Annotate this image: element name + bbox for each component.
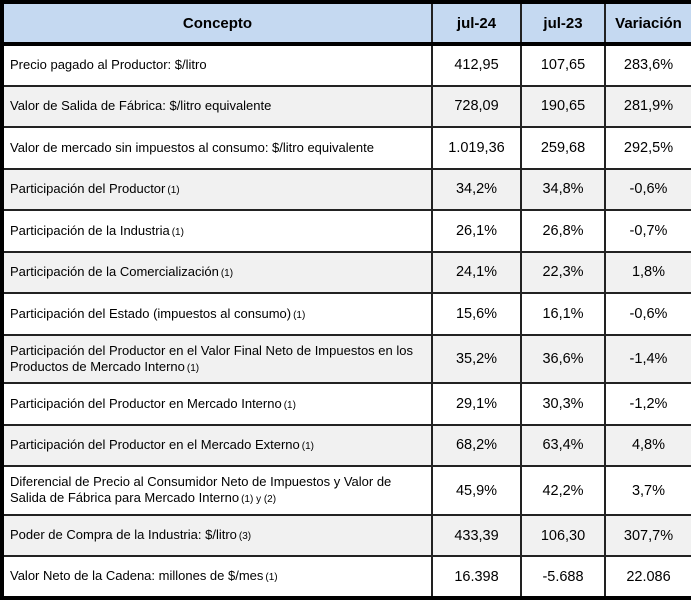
concepto-cell: Participación del Productor (1) — [1, 167, 433, 212]
variacion-cell: 283,6% — [604, 43, 691, 87]
concepto-label: Participación del Productor en Mercado I… — [10, 395, 282, 411]
footnote-ref: (1) — [167, 185, 180, 197]
jul23-cell: 190,65 — [520, 84, 606, 129]
jul24-cell: 1.019,36 — [431, 126, 522, 170]
concepto-cell: Participación del Estado (impuestos al c… — [1, 292, 433, 336]
variacion-cell: -1,4% — [604, 333, 691, 385]
jul24-cell: 15,6% — [431, 292, 522, 336]
variacion-cell: 281,9% — [604, 84, 691, 129]
concepto-cell: Valor Neto de la Cadena: millones de $/m… — [1, 555, 433, 599]
footnote-ref: (1) — [283, 399, 296, 411]
variacion-cell: -0,7% — [604, 209, 691, 253]
variacion-cell: 292,5% — [604, 126, 691, 170]
jul23-cell: 26,8% — [520, 209, 606, 253]
column-header-jul23: jul-23 — [520, 1, 606, 46]
footnote-ref: (1) — [220, 268, 234, 280]
variacion-cell: -1,2% — [604, 382, 691, 426]
concepto-cell: Valor de Salida de Fábrica: $/litro equi… — [1, 84, 433, 129]
footnote-ref: (1) — [293, 309, 306, 321]
jul24-cell: 26,1% — [431, 209, 522, 253]
concepto-label: Participación del Productor en el Mercad… — [10, 437, 300, 453]
footnote-ref: (1) — [171, 226, 184, 238]
jul24-cell: 412,95 — [431, 43, 522, 87]
jul24-cell: 35,2% — [431, 333, 522, 385]
jul23-cell: 22,3% — [520, 250, 606, 295]
concepto-label: Poder de Compra de la Industria: $/litro — [10, 527, 237, 543]
footnote-ref: (1) — [301, 441, 314, 453]
jul23-cell: 36,6% — [520, 333, 606, 385]
variacion-cell: 4,8% — [604, 423, 691, 468]
table-row: Participación de la Comercialización (1) … — [1, 250, 691, 295]
jul23-cell: 107,65 — [520, 43, 606, 87]
table-row: Poder de Compra de la Industria: $/litro… — [1, 513, 691, 558]
table-row: Participación del Productor en el Valor … — [1, 333, 691, 385]
table-row: Participación del Estado (impuestos al c… — [1, 292, 691, 336]
jul24-cell: 433,39 — [431, 513, 522, 558]
concepto-label: Diferencial de Precio al Consumidor Neto… — [10, 474, 392, 506]
concepto-label: Participación del Productor — [10, 181, 166, 197]
table-row: Diferencial de Precio al Consumidor Neto… — [1, 465, 691, 516]
jul24-cell: 68,2% — [431, 423, 522, 468]
concepto-cell: Participación de la Comercialización (1) — [1, 250, 433, 295]
concepto-cell: Poder de Compra de la Industria: $/litro… — [1, 513, 433, 558]
concepto-cell: Participación de la Industria (1) — [1, 209, 433, 253]
header-row: Concepto jul-24 jul-23 Variación — [1, 1, 691, 46]
footnote-ref: (1) — [265, 572, 278, 584]
column-header-concepto: Concepto — [1, 1, 433, 46]
concepto-cell: Precio pagado al Productor: $/litro — [1, 43, 433, 87]
concepto-label: Participación de la Industria — [10, 222, 170, 238]
variacion-cell: 307,7% — [604, 513, 691, 558]
column-header-jul24: jul-24 — [431, 1, 522, 46]
concepto-cell: Participación del Productor en Mercado I… — [1, 382, 433, 426]
jul24-cell: 728,09 — [431, 84, 522, 129]
jul24-cell: 45,9% — [431, 465, 522, 516]
jul24-cell: 34,2% — [431, 167, 522, 212]
variacion-cell: -0,6% — [604, 292, 691, 336]
concepto-label: Participación del Productor en el Valor … — [10, 342, 413, 374]
jul23-cell: 106,30 — [520, 513, 606, 558]
concepto-label: Valor Neto de la Cadena: millones de $/m… — [10, 568, 264, 584]
column-header-variacion: Variación — [604, 1, 691, 46]
concepto-cell: Participación del Productor en el Valor … — [1, 333, 433, 385]
table-row: Valor Neto de la Cadena: millones de $/m… — [1, 555, 691, 599]
jul23-cell: 16,1% — [520, 292, 606, 336]
footnote-ref: (1) — [186, 362, 200, 374]
table-row: Valor de Salida de Fábrica: $/litro equi… — [1, 84, 691, 129]
jul23-cell: 30,3% — [520, 382, 606, 426]
jul24-cell: 29,1% — [431, 382, 522, 426]
table-row: Participación de la Industria (1) 26,1% 2… — [1, 209, 691, 253]
variacion-cell: 3,7% — [604, 465, 691, 516]
concepto-label: Participación de la Comercialización — [10, 264, 219, 280]
table-row: Participación del Productor en el Mercad… — [1, 423, 691, 468]
footnote-ref: (3) — [238, 531, 252, 543]
table-row: Participación del Productor en Mercado I… — [1, 382, 691, 426]
table-row: Valor de mercado sin impuestos al consum… — [1, 126, 691, 170]
concepto-cell: Valor de mercado sin impuestos al consum… — [1, 126, 433, 170]
variacion-cell: 22.086 — [604, 555, 691, 599]
variacion-cell: 1,8% — [604, 250, 691, 295]
concepto-label: Participación del Estado (impuestos al c… — [10, 305, 292, 321]
table-row: Precio pagado al Productor: $/litro 412,… — [1, 43, 691, 87]
variacion-cell: -0,6% — [604, 167, 691, 212]
concepto-label: Precio pagado al Productor: $/litro — [10, 57, 207, 72]
jul23-cell: 63,4% — [520, 423, 606, 468]
jul24-cell: 24,1% — [431, 250, 522, 295]
footnote-ref: (1) y (2) — [241, 494, 277, 506]
concepto-label: Valor de mercado sin impuestos al consum… — [10, 139, 374, 155]
concepto-label: Valor de Salida de Fábrica: $/litro equi… — [10, 98, 272, 114]
jul23-cell: -5.688 — [520, 555, 606, 599]
concepto-cell: Diferencial de Precio al Consumidor Neto… — [1, 465, 433, 516]
concepto-cell: Participación del Productor en el Mercad… — [1, 423, 433, 468]
jul23-cell: 34,8% — [520, 167, 606, 212]
table-row: Participación del Productor (1) 34,2% 34,… — [1, 167, 691, 212]
jul24-cell: 16.398 — [431, 555, 522, 599]
jul23-cell: 42,2% — [520, 465, 606, 516]
jul23-cell: 259,68 — [520, 126, 606, 170]
